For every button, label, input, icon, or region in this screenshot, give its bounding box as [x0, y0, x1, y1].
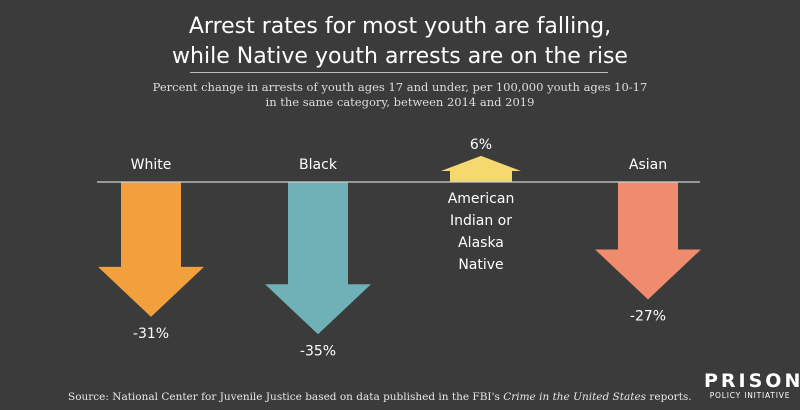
source-note: Source: National Center for Juvenile Jus… [68, 391, 692, 403]
source-publication: Crime in the United States [503, 391, 647, 403]
title-line-2: while Native youth arrests are on the ri… [172, 44, 628, 69]
category-label: Native [458, 257, 503, 273]
subtitle-line-1: Percent change in arrests of youth ages … [152, 80, 648, 94]
logo-line-2: POLICY INITIATIVE [709, 391, 791, 400]
value-label: -27% [630, 308, 666, 324]
source-text-end: reports. [646, 391, 692, 403]
category-label: White [131, 157, 172, 173]
category-label: Asian [629, 157, 667, 173]
arrow-3 [595, 182, 701, 300]
value-label: -35% [300, 343, 336, 359]
arrow-0 [98, 182, 204, 317]
category-label: Alaska [458, 235, 504, 251]
source-text: Source: National Center for Juvenile Jus… [68, 391, 504, 403]
arrow-1 [265, 182, 371, 335]
value-label: 6% [470, 137, 492, 153]
category-label: Indian or [450, 213, 512, 229]
category-label: American [448, 191, 515, 207]
title-line-1: Arrest rates for most youth are falling, [188, 14, 612, 39]
category-label: Black [299, 157, 338, 173]
subtitle-line-2: in the same category, between 2014 and 2… [265, 95, 535, 109]
subtitle: Percent change in arrests of youth ages … [0, 80, 800, 110]
value-label: -31% [133, 326, 169, 342]
arrow-2 [441, 155, 521, 182]
prison-policy-initiative-logo: PRISON POLICY INITIATIVE [704, 370, 800, 401]
logo-line-1: PRISON [704, 370, 800, 392]
title-underline [190, 72, 608, 73]
